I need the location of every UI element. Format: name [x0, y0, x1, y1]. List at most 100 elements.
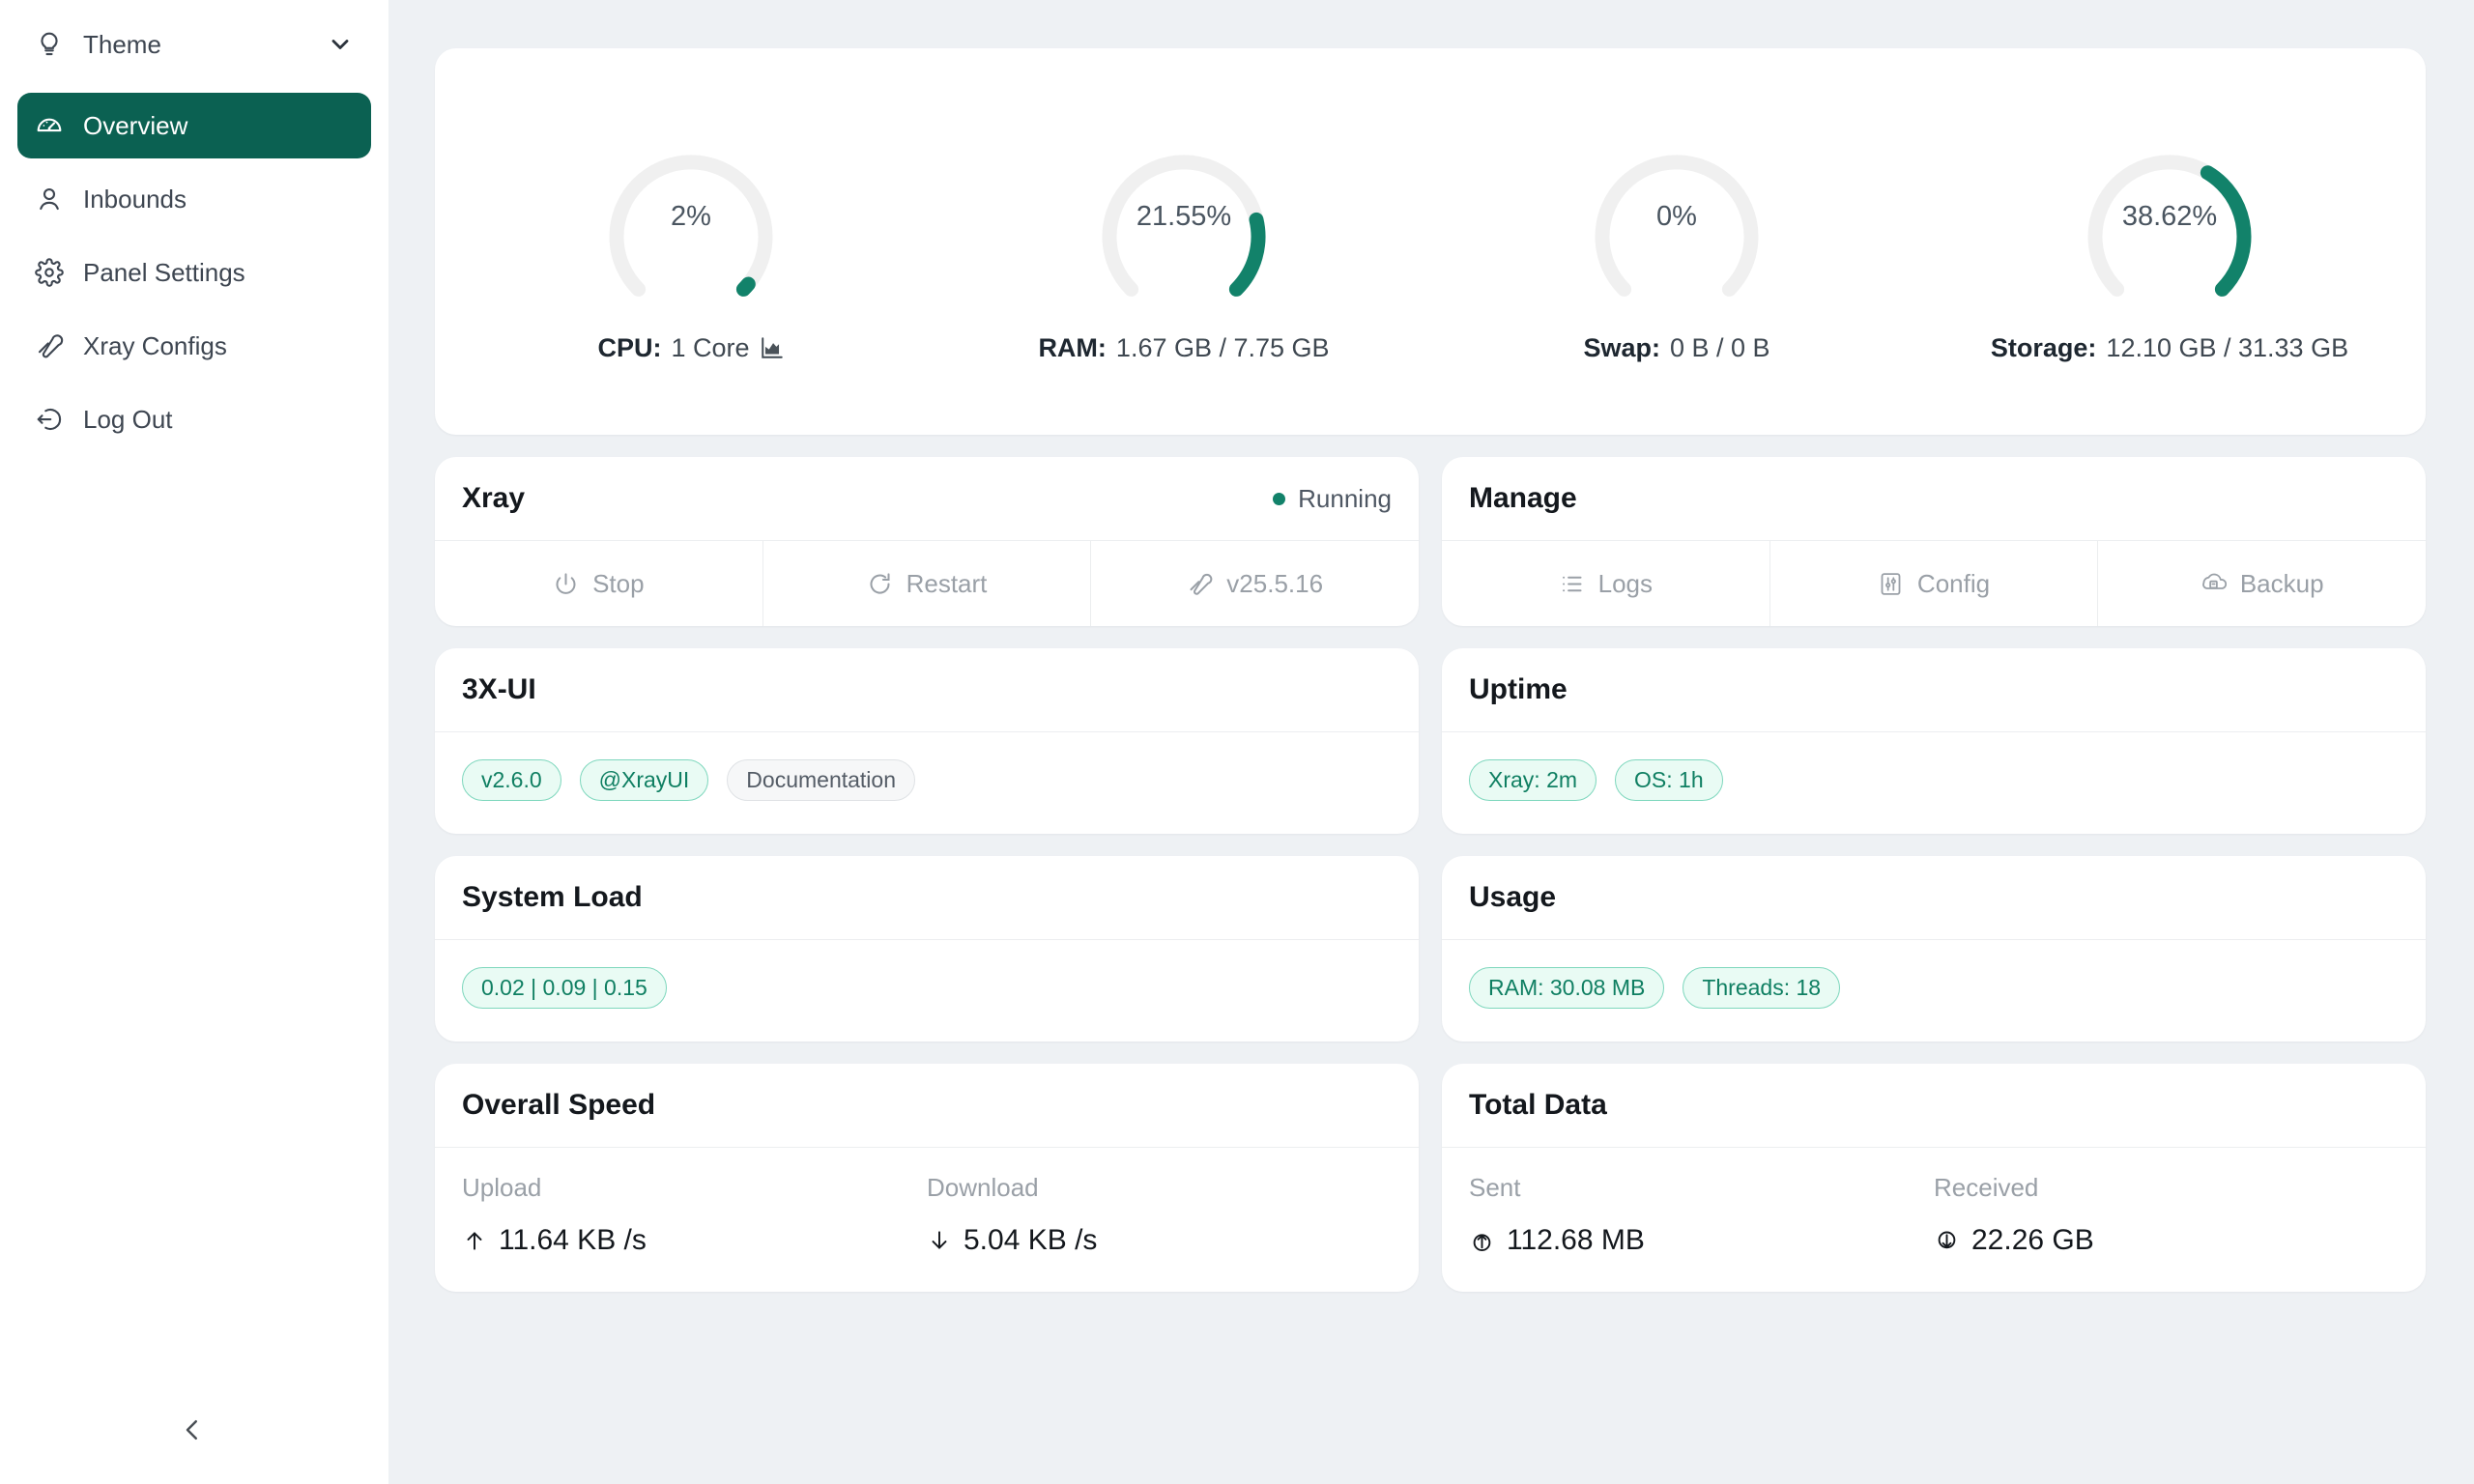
- gauge-storage: 38.62% Storage: 12.10 GB / 31.33 GB: [1923, 121, 2416, 363]
- backup-icon: [2201, 571, 2227, 597]
- gauge-ram: 21.55% RAM: 1.67 GB / 7.75 GB: [937, 121, 1430, 363]
- status-badge: Running: [1273, 484, 1392, 514]
- chevron-left-icon: [178, 1415, 207, 1444]
- card-header: 3X-UI: [435, 648, 1419, 732]
- action-label: Backup: [2239, 568, 2324, 598]
- action-label: Restart: [906, 568, 988, 598]
- panel-telegram-tag[interactable]: @XrayUI: [579, 759, 709, 801]
- usage-card: Usage RAM: 30.08 MB Threads: 18: [1442, 856, 2426, 1042]
- gauge-caption-value: 12.10 GB / 31.33 GB: [2106, 332, 2349, 362]
- received-stat: Received 22.26 GB: [1934, 1173, 2399, 1257]
- tag-list: RAM: 30.08 MB Threads: 18: [1469, 967, 1841, 1009]
- stat-value-wrap: 5.04 KB /s: [927, 1224, 1392, 1257]
- usage-ram-tag: RAM: 30.08 MB: [1469, 967, 1665, 1009]
- sidebar-item-inbounds[interactable]: Inbounds: [17, 166, 371, 232]
- tag-list: Xray: 2m OS: 1h: [1469, 759, 1723, 801]
- system-load-tag: 0.02 | 0.09 | 0.15: [462, 967, 667, 1009]
- sidebar: Theme Overview Inbounds: [0, 0, 388, 1484]
- card-title: Uptime: [1469, 673, 1568, 705]
- gear-icon: [35, 258, 73, 287]
- action-label: Stop: [592, 568, 645, 598]
- stop-button[interactable]: Stop: [435, 541, 763, 626]
- gauge-cpu: 2% CPU: 1 Core: [445, 121, 937, 363]
- restart-button[interactable]: Restart: [763, 541, 1092, 626]
- card-title: Usage: [1469, 881, 1557, 913]
- gauge-caption-label: RAM:: [1038, 332, 1107, 362]
- gauge-percent: 38.62%: [2121, 201, 2218, 232]
- xray-version-button[interactable]: v25.5.16: [1091, 541, 1419, 626]
- gauge-caption-value: 0 B / 0 B: [1669, 332, 1770, 362]
- sidebar-item-label: Overview: [83, 110, 188, 140]
- upload-stat: Upload 11.64 KB /s: [462, 1173, 927, 1257]
- gauge-ring: 0%: [1561, 121, 1793, 314]
- card-title: 3X-UI: [462, 673, 536, 705]
- theme-label: Theme: [83, 29, 161, 59]
- download-stat: Download 5.04 KB /s: [927, 1173, 1392, 1257]
- sliders-icon: [1878, 571, 1904, 597]
- gauge-caption: CPU: 1 Core: [597, 333, 784, 363]
- backup-button[interactable]: Backup: [2098, 541, 2426, 626]
- manage-card: Manage Logs Config: [1442, 457, 2426, 626]
- stat-label: Download: [927, 1173, 1039, 1202]
- overall-speed-card: Overall Speed Upload 11.64 KB /s Downl: [435, 1064, 1419, 1292]
- sidebar-collapse-button[interactable]: [169, 1407, 216, 1453]
- card-title: System Load: [462, 881, 643, 913]
- sidebar-item-label: Log Out: [83, 404, 173, 434]
- main-content: 2% CPU: 1 Core 21.55%: [388, 0, 2474, 1484]
- circle-arrow-up-icon: [1469, 1228, 1495, 1254]
- usage-threads-tag: Threads: 18: [1683, 967, 1841, 1009]
- sidebar-item-log-out[interactable]: Log Out: [17, 386, 371, 452]
- panel-documentation-tag[interactable]: Documentation: [727, 759, 915, 801]
- sidebar-item-panel-settings[interactable]: Panel Settings: [17, 240, 371, 305]
- config-button[interactable]: Config: [1770, 541, 2099, 626]
- sidebar-item-overview[interactable]: Overview: [17, 93, 371, 158]
- circle-arrow-down-icon: [1934, 1228, 1960, 1254]
- row-panel-uptime: 3X-UI v2.6.0 @XrayUI Documentation Uptim…: [435, 648, 2426, 834]
- wrench-icon: [1187, 571, 1213, 597]
- card-actions: Logs Config Backup: [1442, 541, 2426, 626]
- action-label: Logs: [1597, 568, 1654, 598]
- list-icon: [1559, 571, 1585, 597]
- sidebar-item-xray-configs[interactable]: Xray Configs: [17, 313, 371, 379]
- theme-selector[interactable]: Theme: [17, 14, 371, 75]
- xray-card: Xray Running Stop: [435, 457, 1419, 626]
- card-title: Total Data: [1469, 1089, 1607, 1121]
- arrow-up-icon: [462, 1228, 487, 1253]
- gauge-ring: 21.55%: [1068, 121, 1300, 314]
- row-speed-data: Overall Speed Upload 11.64 KB /s Downl: [435, 1064, 2426, 1292]
- stat-value: 22.26 GB: [1971, 1224, 2094, 1256]
- gauge-ring: 38.62%: [2054, 121, 2286, 314]
- gauge-caption-value: 1.67 GB / 7.75 GB: [1115, 332, 1330, 362]
- row-load-usage: System Load 0.02 | 0.09 | 0.15 Usage RAM…: [435, 856, 2426, 1042]
- gauge-percent: 21.55%: [1136, 201, 1232, 232]
- panel-version-tag[interactable]: v2.6.0: [462, 759, 561, 801]
- chevron-down-icon[interactable]: [327, 31, 354, 58]
- logs-button[interactable]: Logs: [1442, 541, 1770, 626]
- gauge-swap: 0% Swap: 0 B / 0 B: [1430, 121, 1923, 363]
- card-body: 0.02 | 0.09 | 0.15: [435, 940, 1419, 1042]
- card-header: Manage: [1442, 457, 2426, 541]
- area-chart-icon[interactable]: [760, 335, 785, 360]
- stat-value-wrap: 11.64 KB /s: [462, 1224, 927, 1257]
- card-header: Uptime: [1442, 648, 2426, 732]
- refresh-icon: [867, 571, 893, 597]
- system-load-card: System Load 0.02 | 0.09 | 0.15: [435, 856, 1419, 1042]
- card-header: System Load: [435, 856, 1419, 940]
- stat-value-wrap: 112.68 MB: [1469, 1224, 1934, 1257]
- panel-version-card: 3X-UI v2.6.0 @XrayUI Documentation: [435, 648, 1419, 834]
- card-title: Overall Speed: [462, 1089, 656, 1121]
- action-label: v25.5.16: [1226, 568, 1324, 598]
- card-header: Total Data: [1442, 1064, 2426, 1148]
- stat-value: 112.68 MB: [1507, 1224, 1645, 1256]
- stat-value: 5.04 KB /s: [964, 1224, 1098, 1256]
- gauge-caption: RAM: 1.67 GB / 7.75 GB: [1038, 333, 1329, 363]
- gauge-caption-label: Swap:: [1583, 332, 1660, 362]
- stat-value-wrap: 22.26 GB: [1934, 1224, 2399, 1257]
- gauge-icon: [35, 111, 73, 140]
- uptime-card: Uptime Xray: 2m OS: 1h: [1442, 648, 2426, 834]
- arrow-down-icon: [927, 1228, 952, 1253]
- card-header: Xray Running: [435, 457, 1419, 541]
- bulb-icon: [35, 30, 73, 59]
- card-title: Manage: [1469, 482, 1577, 514]
- system-stats-card: 2% CPU: 1 Core 21.55%: [435, 48, 2426, 435]
